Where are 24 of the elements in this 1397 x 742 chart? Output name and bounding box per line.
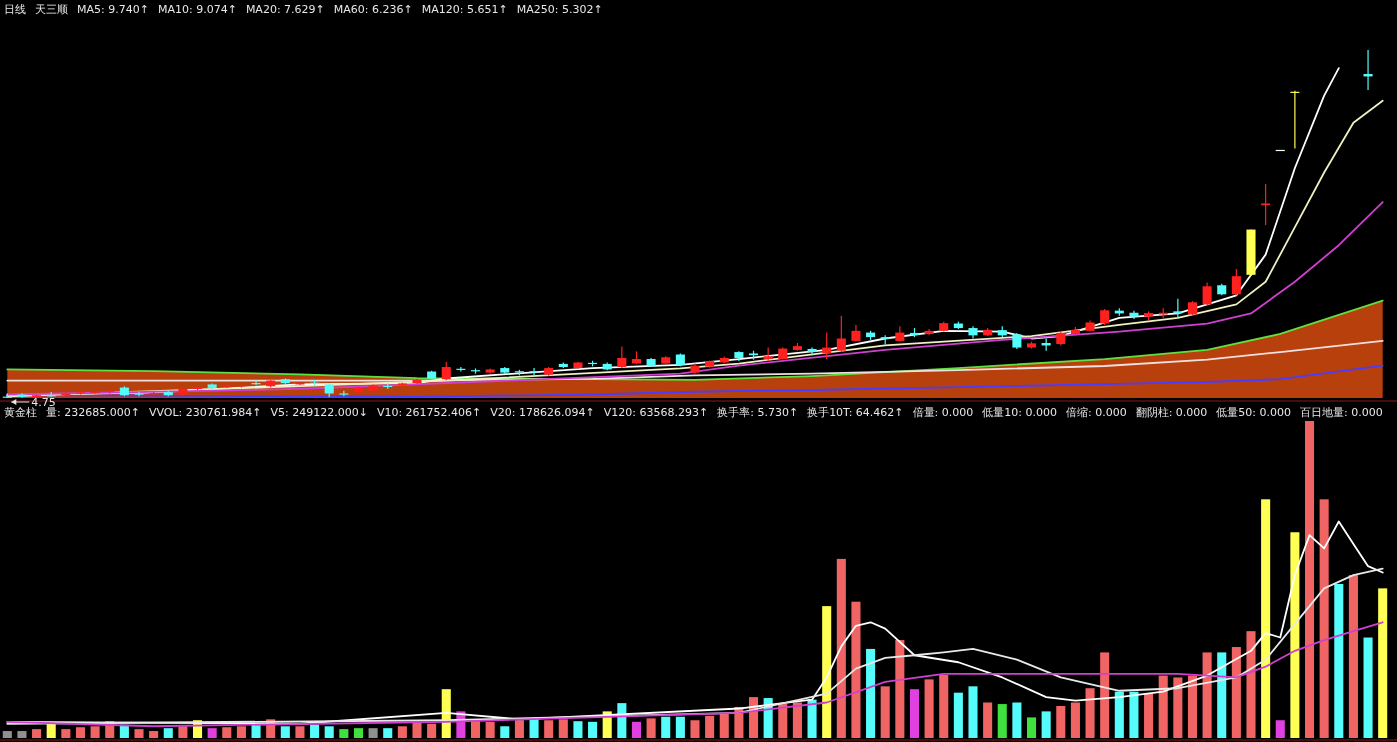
- text: MA5: 9.740↑: [77, 3, 149, 16]
- text: V120: 63568.293↑: [603, 406, 709, 419]
- text: 倍缩: 0.000: [1065, 406, 1127, 419]
- text: 换手率: 5.730↑: [717, 406, 799, 419]
- text: 倍量: 0.000: [912, 406, 974, 419]
- text: MA20: 7.629↑: [245, 3, 325, 16]
- text: VVOL: 230761.984↑: [148, 406, 262, 419]
- text: 黄金柱: [4, 406, 37, 419]
- text: 低量50: 0.000: [1216, 406, 1292, 419]
- text: 日线: [4, 3, 26, 16]
- text: 低量10: 0.000: [982, 406, 1057, 419]
- text: 百日地量: 0.000: [1300, 406, 1383, 419]
- text: MA60: 6.236↑: [333, 3, 413, 16]
- text: 量: 232685.000↑: [46, 406, 140, 419]
- text: 翻阴柱: 0.000: [1135, 406, 1208, 419]
- text: MA120: 5.651↑: [421, 3, 508, 16]
- text: 换手10T: 64.462↑: [807, 406, 904, 419]
- text: V5: 249122.000↓: [270, 406, 368, 419]
- text: V10: 261752.406↑: [376, 406, 482, 419]
- annotation: 4.75: [31, 396, 56, 409]
- text: V20: 178626.094↑: [490, 406, 595, 419]
- text: MA10: 9.074↑: [157, 3, 237, 16]
- text: 天三顺: [35, 3, 68, 16]
- text: MA250: 5.302↑: [516, 3, 603, 16]
